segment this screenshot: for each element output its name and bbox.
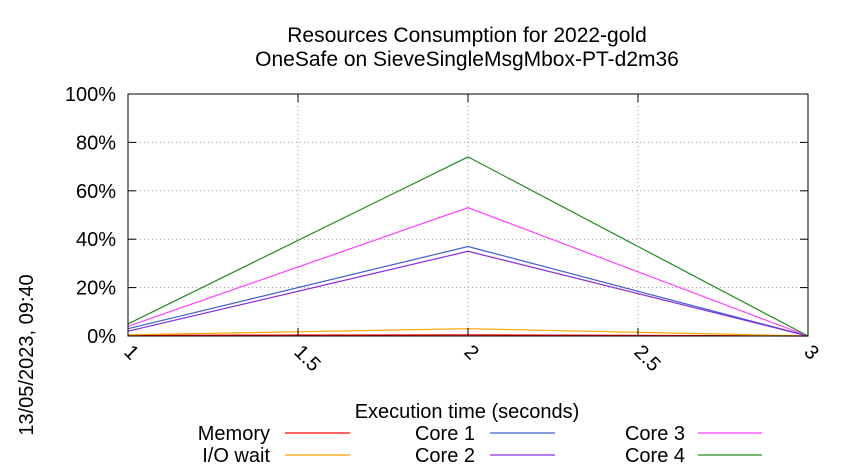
y-tick-label: 20% bbox=[76, 278, 116, 300]
legend-label: Core 3 bbox=[625, 423, 685, 445]
legend-label: I/O wait bbox=[202, 445, 270, 467]
y-tick-label: 100% bbox=[65, 84, 116, 106]
timestamp-label: 13/05/2023, 09:40 bbox=[16, 274, 38, 435]
y-tick-label: 60% bbox=[76, 181, 116, 203]
series-line-core-4 bbox=[127, 156, 809, 337]
y-tick-label: 0% bbox=[87, 326, 116, 348]
series-line-core-1 bbox=[127, 245, 809, 337]
x-axis-label: Execution time (seconds) bbox=[355, 401, 580, 423]
y-axis: 0% 20% 40% 60% 80% 100% bbox=[65, 84, 808, 348]
chart-title: Resources Consumption for 2022-gold bbox=[287, 24, 647, 47]
legend-label: Core 1 bbox=[415, 423, 475, 445]
grid bbox=[128, 94, 808, 336]
y-tick-label: 40% bbox=[76, 229, 116, 251]
legend-label: Core 4 bbox=[625, 445, 685, 467]
x-tick-label: 2 bbox=[459, 341, 482, 364]
legend-label: Memory bbox=[198, 423, 270, 445]
series-line-core-2 bbox=[127, 250, 809, 337]
y-tick-label: 80% bbox=[76, 132, 116, 154]
x-tick-label: 1 bbox=[119, 341, 142, 364]
legend-label: Core 2 bbox=[415, 445, 475, 467]
x-tick-label: 1.5 bbox=[289, 341, 324, 376]
series-lines bbox=[127, 156, 809, 337]
chart-subtitle: OneSafe on SieveSingleMsgMbox-PT-d2m36 bbox=[255, 48, 679, 71]
x-tick-label: 3 bbox=[799, 341, 822, 364]
x-tick-label: 2.5 bbox=[629, 341, 664, 376]
series-line-core-3 bbox=[127, 207, 809, 337]
